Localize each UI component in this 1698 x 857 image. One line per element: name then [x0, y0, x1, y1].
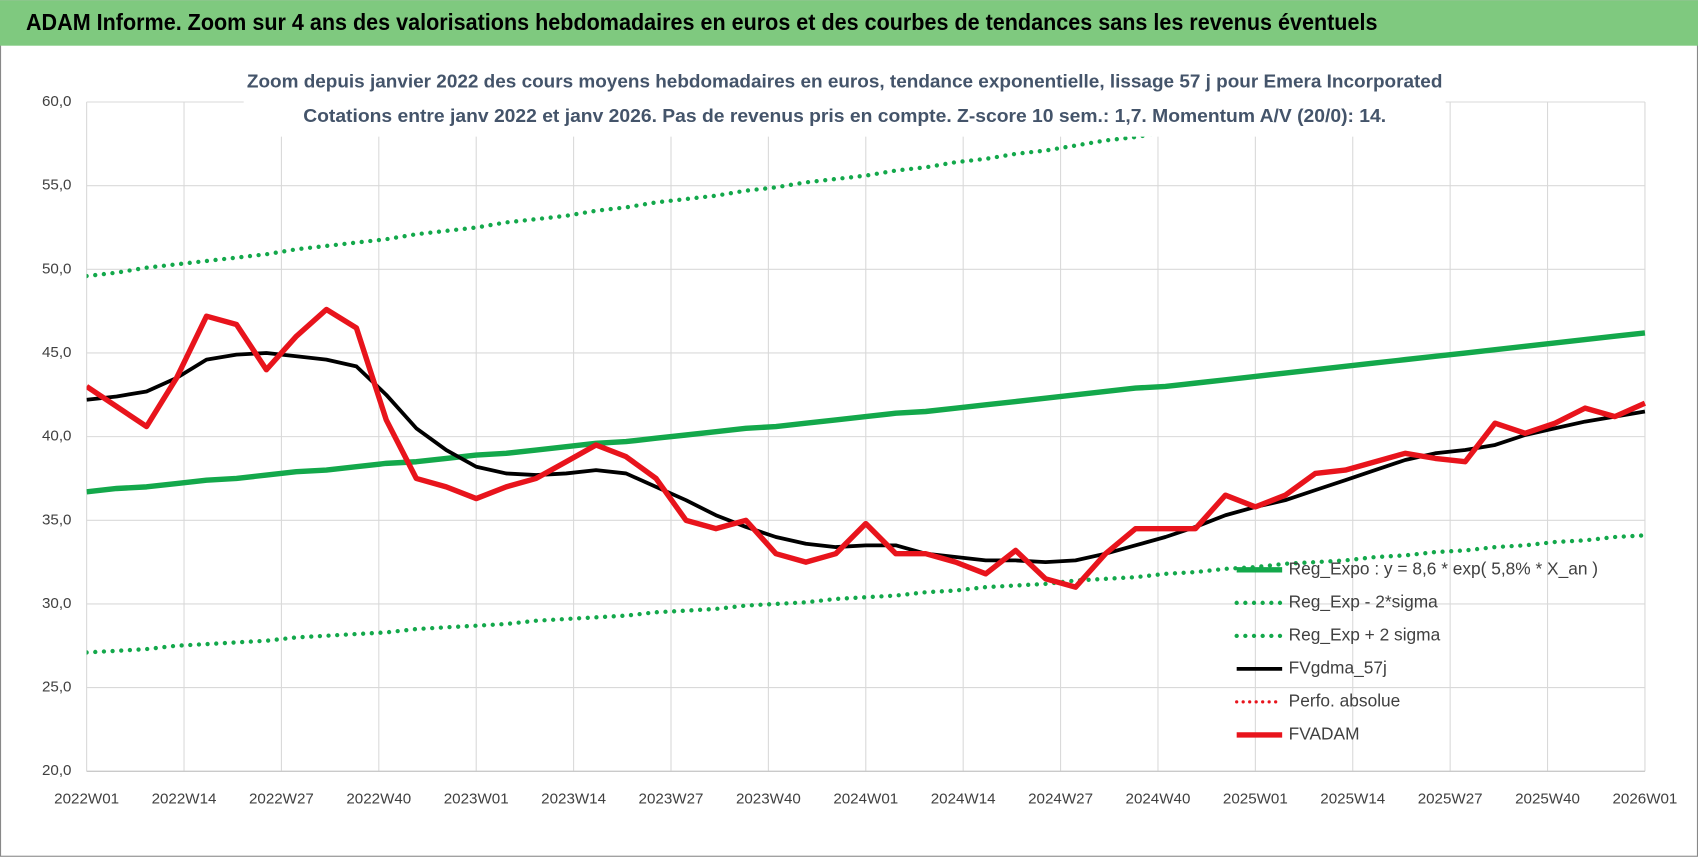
x-tick-label: 2022W40: [346, 790, 411, 807]
subtitle: Zoom depuis janvier 2022 des cours moyen…: [247, 70, 1443, 91]
header-title: ADAM Informe. Zoom sur 4 ans des valoris…: [26, 9, 1377, 35]
legend-label: Reg_Exp - 2*sigma: [1289, 591, 1439, 611]
x-tick-label: 2023W40: [736, 790, 801, 807]
series-line: [86, 102, 1389, 279]
y-tick-label: 60,0: [42, 93, 72, 110]
legend-label: Reg_Expo : y = 8,6 * exp( 5,8% * X_an ): [1289, 558, 1598, 578]
legend-label: Perfo. absolue: [1289, 691, 1401, 711]
x-tick-label: 2025W27: [1418, 790, 1483, 807]
x-tick-label: 2024W27: [1028, 790, 1093, 807]
x-tick-label: 2023W14: [541, 790, 606, 807]
y-tick-label: 30,0: [42, 595, 72, 612]
series-line: [86, 351, 1646, 565]
x-tick-label: 2024W14: [931, 790, 996, 807]
subtitle: Cotations entre janv 2022 et janv 2026. …: [303, 105, 1386, 126]
x-tick-label: 2026W01: [1612, 790, 1677, 807]
y-tick-label: 35,0: [42, 511, 72, 528]
x-tick-label: 2022W27: [249, 790, 314, 807]
y-tick-label: 40,0: [42, 428, 72, 445]
header-bar: [0, 0, 1698, 46]
x-tick-label: 2025W14: [1320, 790, 1385, 807]
x-tick-label: 2022W14: [152, 790, 217, 807]
x-tick-label: 2022W01: [54, 790, 119, 807]
x-tick-label: 2023W27: [639, 790, 704, 807]
x-tick-label: 2025W40: [1515, 790, 1580, 807]
x-tick-label: 2024W01: [833, 790, 898, 807]
y-tick-label: 45,0: [42, 344, 72, 361]
legend-label: FVADAM: [1289, 724, 1360, 744]
series-line: [86, 330, 1646, 495]
y-tick-label: 50,0: [42, 260, 72, 277]
series-line: [86, 306, 1647, 590]
subtitle-box: [243, 65, 1446, 137]
x-tick-label: 2025W01: [1223, 790, 1288, 807]
y-tick-label: 25,0: [42, 679, 72, 696]
y-tick-label: 20,0: [42, 762, 72, 779]
series-line: [86, 533, 1647, 655]
y-tick-label: 55,0: [42, 177, 72, 194]
x-tick-label: 2023W01: [444, 790, 509, 807]
legend-label: Reg_Exp + 2 sigma: [1289, 624, 1441, 644]
x-tick-label: 2024W40: [1126, 790, 1191, 807]
legend-label: FVgdma_57j: [1289, 657, 1387, 677]
